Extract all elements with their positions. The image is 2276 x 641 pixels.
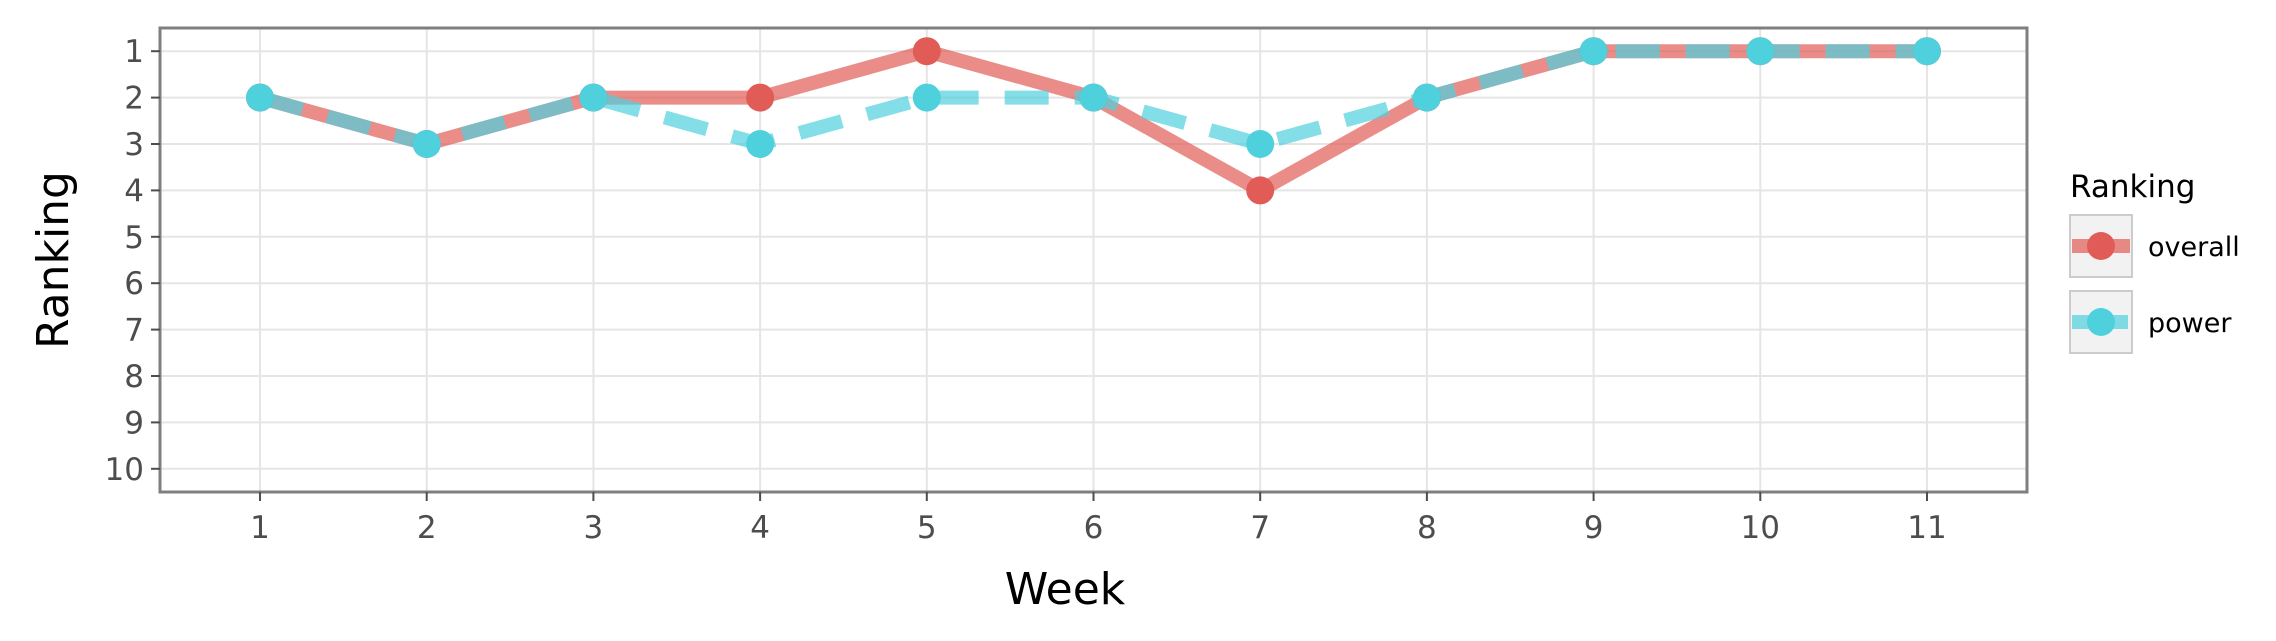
x-tick-label: 11 <box>1907 510 1946 546</box>
legend-key-point-power <box>2087 308 2115 336</box>
y-tick-label: 6 <box>124 266 144 302</box>
data-point-power <box>579 83 608 112</box>
series-points <box>246 37 1941 205</box>
y-tick-label: 4 <box>124 173 144 209</box>
y-tick-label: 2 <box>124 81 144 117</box>
y-tick-label: 3 <box>124 127 144 163</box>
x-tick-label: 7 <box>1250 510 1270 546</box>
x-tick-label: 9 <box>1584 510 1604 546</box>
x-tick-label: 4 <box>750 510 770 546</box>
data-point-power <box>912 83 941 112</box>
x-tick-label: 8 <box>1417 510 1437 546</box>
data-point-power <box>246 83 275 112</box>
legend-label-power: power <box>2148 308 2232 339</box>
data-point-power <box>746 130 775 158</box>
x-tick-label: 1 <box>250 510 270 546</box>
data-point-power <box>1912 37 1941 66</box>
x-tick-label: 3 <box>584 510 604 546</box>
legend-title: Ranking <box>2070 169 2195 205</box>
legend-key-point-overall <box>2087 232 2115 260</box>
x-tick-label: 10 <box>1741 510 1780 546</box>
y-tick-label: 5 <box>124 220 144 256</box>
data-point-power <box>1246 130 1275 158</box>
y-tick-label: 8 <box>124 359 144 395</box>
y-tick-label: 10 <box>105 452 144 488</box>
data-point-power <box>1412 83 1441 112</box>
data-point-overall <box>1246 176 1275 205</box>
x-tick-label: 5 <box>917 510 937 546</box>
x-tick-label: 2 <box>417 510 437 546</box>
y-tick-label: 9 <box>124 405 144 441</box>
x-tick-label: 6 <box>1084 510 1104 546</box>
data-point-power <box>1746 37 1775 66</box>
legend: Ranking overall power <box>2069 169 2240 354</box>
data-point-power <box>1079 83 1108 112</box>
x-axis-title: Week <box>1005 564 1126 615</box>
y-tick-label: 1 <box>124 34 144 70</box>
y-tick-label: 7 <box>124 313 144 349</box>
y-axis-title: Ranking <box>28 171 79 349</box>
legend-label-overall: overall <box>2148 232 2240 263</box>
y-axis-ticks: 1 2 3 4 5 6 7 8 9 10 <box>105 34 160 488</box>
x-axis-ticks: 1 2 3 4 5 6 7 8 9 10 11 <box>250 492 1947 546</box>
data-point-overall <box>746 83 775 112</box>
data-point-power <box>1579 37 1608 66</box>
data-point-overall <box>912 37 941 66</box>
data-point-power <box>412 130 441 158</box>
